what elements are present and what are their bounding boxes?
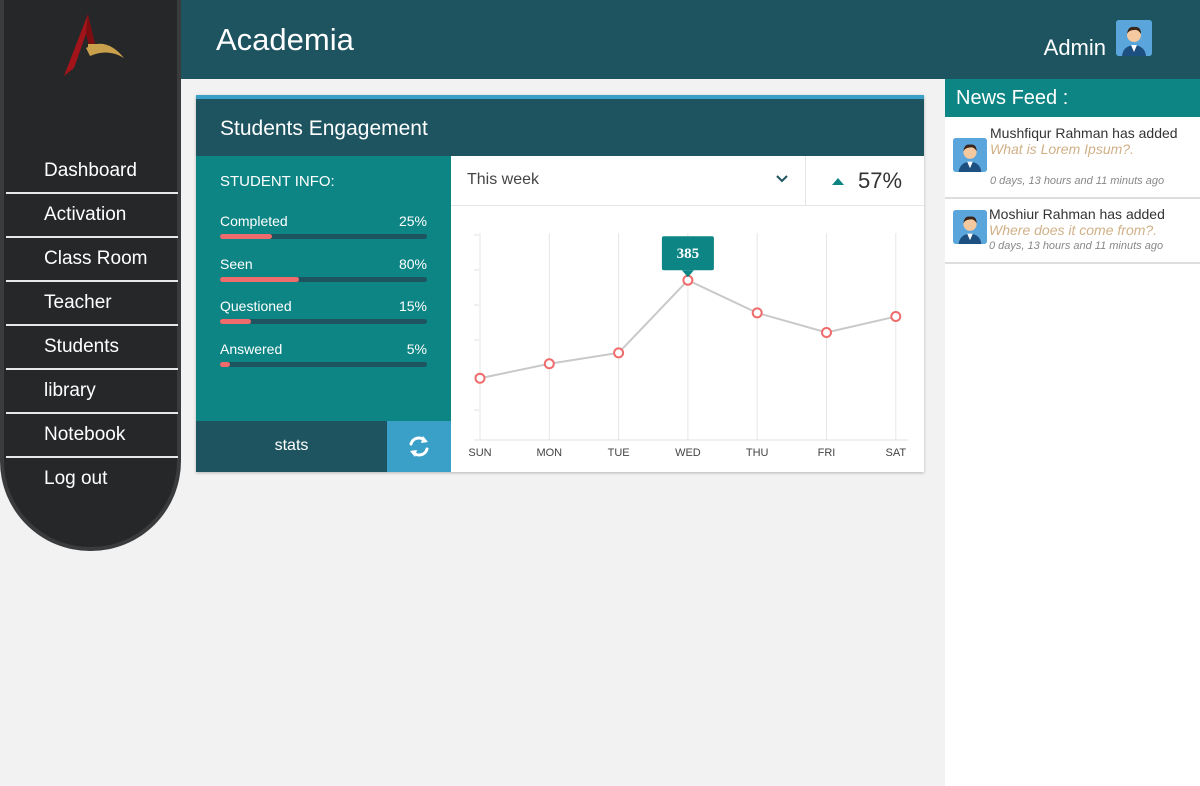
user-avatar-icon <box>953 138 987 172</box>
sidebar-item-notebook[interactable]: Notebook <box>6 414 178 458</box>
stat-answered: Answered 5% <box>220 341 427 367</box>
top-header: Academia Admin <box>178 0 1200 79</box>
stat-value: 80% <box>398 256 427 272</box>
stat-label: Questioned <box>220 298 292 314</box>
stat-label: Answered <box>220 341 283 357</box>
sidebar-item-students[interactable]: Students <box>6 326 178 370</box>
stat-label: Seen <box>220 256 253 272</box>
trend-up-icon <box>832 178 844 185</box>
tooltip-pointer <box>681 270 694 278</box>
sidebar-item-logout[interactable]: Log out <box>44 468 108 489</box>
feed-message: Moshiur Rahman has added <box>989 206 1165 222</box>
x-tick-label: THU <box>746 447 769 459</box>
stat-value: 5% <box>406 341 427 357</box>
feed-text: Mushfiqur Rahman has added What is Lorem… <box>990 125 1194 157</box>
app-title: Academia <box>216 22 354 57</box>
sidebar-item-dashboard[interactable]: Dashboard <box>6 150 178 194</box>
progress-fill <box>220 319 252 324</box>
news-feed-title: News Feed : <box>945 79 1200 117</box>
sidebar: Dashboard Activation Class Room Teacher … <box>0 0 181 551</box>
stat-questioned: Questioned 15% <box>220 298 427 324</box>
range-value: This week <box>467 171 540 188</box>
progress-track <box>220 362 427 367</box>
x-tick-label: SAT <box>886 447 907 459</box>
chevron-down-icon <box>776 175 788 183</box>
trend-indicator: 57% <box>806 156 924 206</box>
student-info-panel: STUDENT INFO: Completed 25% Seen 80% Que… <box>196 156 451 421</box>
progress-fill <box>220 277 299 282</box>
data-point <box>821 327 832 339</box>
x-tick-label: FRI <box>818 447 836 459</box>
progress-fill <box>220 234 272 239</box>
stat-completed: Completed 25% <box>220 213 427 239</box>
card-title: Students Engagement <box>196 95 924 156</box>
stat-value: 15% <box>398 298 427 314</box>
stat-seen: Seen 80% <box>220 256 427 282</box>
x-tick-label: SUN <box>468 447 491 459</box>
stat-value: 25% <box>398 213 427 229</box>
progress-track <box>220 277 427 282</box>
feed-link[interactable]: Where does it come from?. <box>989 222 1158 238</box>
data-point <box>613 347 625 359</box>
progress-fill <box>220 362 231 367</box>
academia-logo <box>64 14 124 76</box>
data-point <box>890 311 902 323</box>
stats-button[interactable]: stats <box>196 421 387 472</box>
sidebar-item-library[interactable]: library <box>6 370 178 414</box>
feed-time: 0 days, 13 hours and 11 minuts ago <box>990 175 1165 187</box>
sidebar-item-teacher[interactable]: Teacher <box>6 282 178 326</box>
feed-item[interactable]: Moshiur Rahman has added Where does it c… <box>945 199 1200 264</box>
data-point <box>751 307 763 319</box>
feed-item[interactable]: Mushfiqur Rahman has added What is Lorem… <box>945 117 1200 199</box>
news-feed: News Feed : Mushfiqur Rahman has added W… <box>945 79 1200 786</box>
user-avatar-icon[interactable] <box>1116 20 1152 56</box>
x-tick-label: WED <box>675 447 701 459</box>
tooltip-box <box>661 236 714 271</box>
engagement-line-chart: SUN MON TUE WED THU FRI SAT 385 <box>468 233 908 459</box>
data-point <box>543 358 555 370</box>
progress-track <box>220 319 427 324</box>
user-name[interactable]: Admin <box>1043 35 1106 60</box>
data-point <box>474 372 486 384</box>
sidebar-item-class-room[interactable]: Class Room <box>6 238 178 282</box>
sidebar-nav: Dashboard Activation Class Room Teacher … <box>6 150 178 502</box>
range-dropdown[interactable]: This week <box>451 156 806 206</box>
feed-link[interactable]: What is Lorem Ipsum?. <box>990 141 1134 157</box>
student-info-title: STUDENT INFO: <box>220 173 335 190</box>
user-avatar-icon <box>953 210 987 244</box>
feed-message: Mushfiqur Rahman has added <box>990 125 1178 141</box>
stat-label: Completed <box>220 213 288 229</box>
x-tick-label: MON <box>536 447 562 459</box>
x-tick-label: TUE <box>608 447 630 459</box>
refresh-icon <box>409 436 429 457</box>
tooltip-label: 385 <box>677 246 700 262</box>
trend-value: 57% <box>858 168 903 193</box>
sidebar-item-activation[interactable]: Activation <box>6 194 178 238</box>
progress-track <box>220 234 427 239</box>
refresh-button[interactable] <box>387 421 451 472</box>
feed-text: Moshiur Rahman has added Where does it c… <box>989 206 1194 238</box>
students-engagement-card: Students Engagement STUDENT INFO: Comple… <box>196 95 924 472</box>
feed-time: 0 days, 13 hours and 11 minuts ago <box>989 240 1164 252</box>
